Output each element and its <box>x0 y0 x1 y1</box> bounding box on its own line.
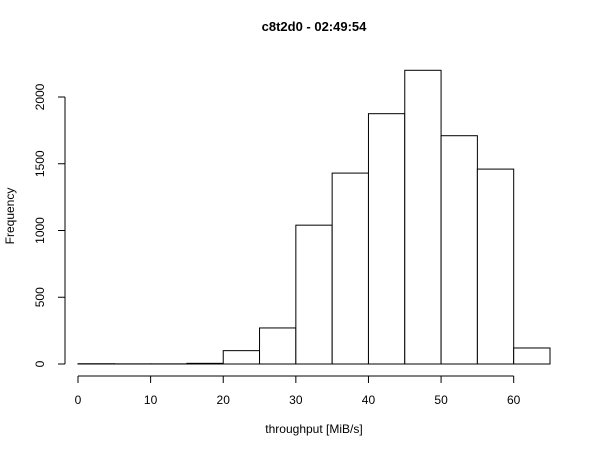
y-tick-label: 0 <box>33 360 47 367</box>
y-tick-label: 1000 <box>33 217 47 244</box>
bar <box>476 168 515 365</box>
y-tick-label: 1500 <box>33 150 47 177</box>
x-tick-label: 0 <box>75 393 82 407</box>
bar <box>259 327 297 365</box>
y-tick-label: 2000 <box>33 83 47 110</box>
y-axis-label: Frequency <box>3 188 17 245</box>
x-tick-label: 10 <box>144 393 158 407</box>
chart-title: c8t2d0 - 02:49:54 <box>262 19 368 34</box>
x-tick-label: 20 <box>217 393 231 407</box>
bar <box>367 113 406 365</box>
y-tick-label: 500 <box>33 287 47 307</box>
bar <box>222 350 261 365</box>
bar <box>331 172 369 365</box>
x-tick-label: 50 <box>434 393 448 407</box>
bar <box>404 69 442 365</box>
bar <box>440 135 478 365</box>
bar <box>186 362 224 365</box>
x-tick-label: 60 <box>507 393 521 407</box>
x-axis-label: throughput [MiB/s] <box>265 422 362 436</box>
x-tick-label: 40 <box>362 393 376 407</box>
bar <box>295 224 333 365</box>
bar <box>513 347 551 365</box>
x-tick-label: 30 <box>289 393 303 407</box>
